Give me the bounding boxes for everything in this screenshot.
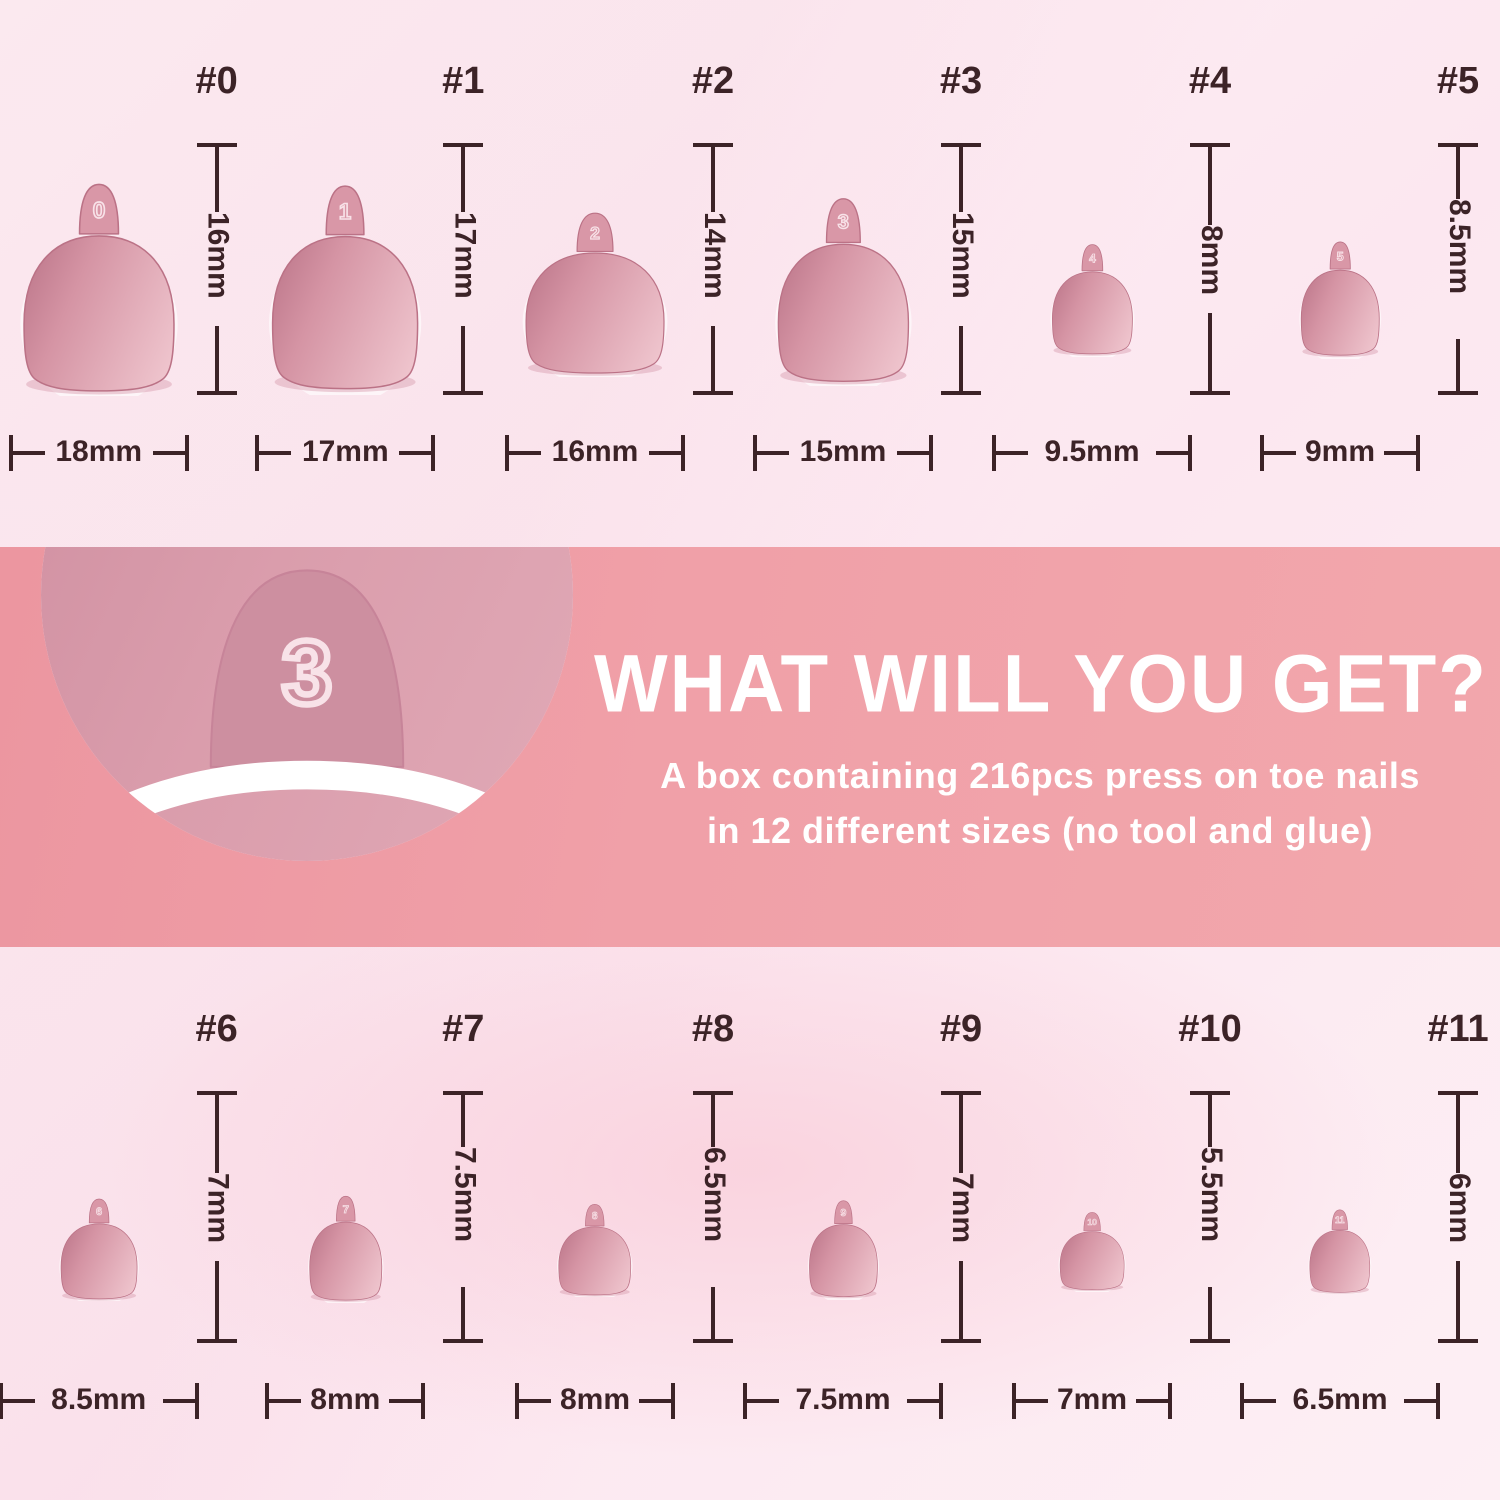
svg-text:11: 11 [1335,1215,1345,1225]
svg-text:3: 3 [282,622,332,723]
svg-text:1: 1 [339,199,351,224]
svg-text:8: 8 [592,1211,598,1222]
svg-text:7: 7 [342,1204,348,1216]
svg-text:3: 3 [837,212,848,234]
svg-text:5: 5 [1337,250,1344,264]
svg-text:2: 2 [590,223,600,243]
svg-text:9: 9 [840,1208,846,1220]
svg-text:10: 10 [1087,1217,1097,1227]
svg-text:0: 0 [92,197,105,223]
svg-text:6: 6 [96,1206,102,1218]
svg-text:4: 4 [1089,251,1096,265]
